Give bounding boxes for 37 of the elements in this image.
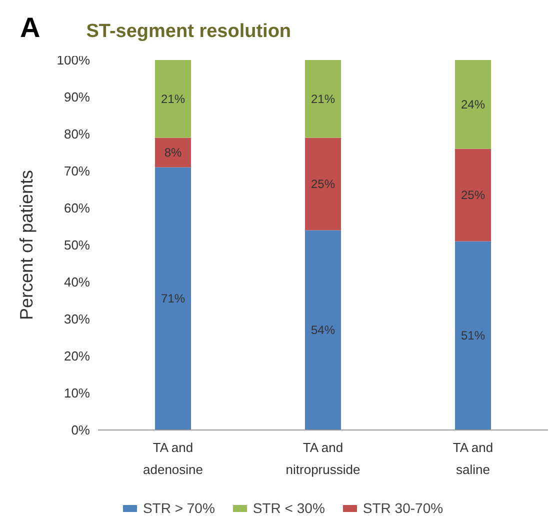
chart-title: ST-segment resolution [86, 21, 292, 43]
data-label: 8% [164, 146, 182, 160]
x-tick-label: TA and adenosine [143, 440, 203, 477]
data-label: 21% [160, 92, 186, 106]
y-tick-label: 0% [71, 422, 90, 438]
data-label: 51% [460, 328, 486, 343]
legend-label: STR 30-70% [362, 500, 444, 516]
data-label: 25% [460, 188, 486, 202]
y-tick-label: 80% [64, 126, 90, 142]
y-axis-title: Percent of patients [16, 170, 36, 320]
data-label: 54% [310, 323, 336, 338]
y-tick-label: 90% [64, 90, 90, 105]
bar [155, 138, 191, 168]
y-tick-label: 70% [64, 164, 90, 179]
y-tick-label: 60% [64, 200, 90, 216]
bar [455, 241, 491, 430]
legend-label: STR < 30% [252, 500, 325, 516]
bar [155, 60, 191, 138]
bar [455, 60, 491, 149]
y-tick-label: 50% [64, 238, 90, 253]
bar [305, 138, 341, 230]
data-label: 21% [310, 92, 336, 106]
y-tick-label: 40% [64, 274, 90, 290]
x-tick-label: TA and saline [452, 440, 494, 477]
bar [305, 60, 341, 138]
data-label: 71% [160, 292, 186, 306]
data-label: 24% [460, 97, 486, 112]
bar [155, 167, 191, 430]
bar [305, 230, 341, 430]
y-tick-label: 10% [64, 386, 90, 401]
data-label: 25% [310, 176, 336, 191]
legend-label: STR > 70% [142, 500, 215, 516]
text: A [20, 12, 40, 44]
bar [455, 148, 491, 242]
y-tick-label: 20% [64, 348, 90, 364]
x-tick-label: TA and nitroprusside [286, 440, 360, 477]
y-tick-label: 30% [64, 312, 90, 327]
